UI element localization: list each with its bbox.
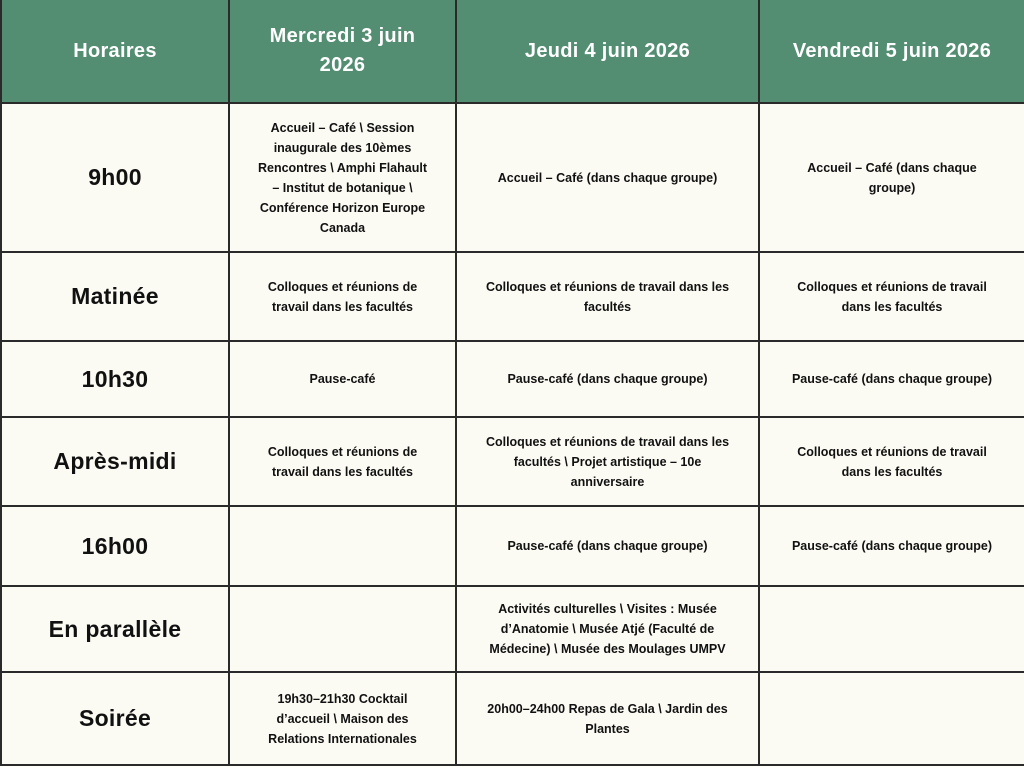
schedule-cell (758, 585, 1024, 673)
time-label: Après-midi (0, 416, 230, 507)
schedule-cell (758, 671, 1024, 766)
schedule-cell: Colloques et réunions de travail dans le… (228, 416, 457, 507)
schedule-cell: Accueil – Café \ Session inaugurale des … (228, 102, 457, 253)
schedule-cell: Accueil – Café (dans chaque groupe) (455, 102, 760, 253)
table-row-soiree: Soirée 19h30–21h30 Cocktail d’accueil \ … (0, 671, 1024, 766)
table-row-16h00: 16h00 Pause-café (dans chaque groupe) Pa… (0, 505, 1024, 587)
table-row-matinee: Matinée Colloques et réunions de travail… (0, 251, 1024, 342)
time-label: 9h00 (0, 102, 230, 253)
schedule-cell: Pause-café (dans chaque groupe) (455, 505, 760, 587)
column-header-vendredi: Vendredi 5 juin 2026 (758, 0, 1024, 104)
column-header-mercredi: Mercredi 3 juin 2026 (228, 0, 457, 104)
table-row-apres-midi: Après-midi Colloques et réunions de trav… (0, 416, 1024, 507)
schedule-cell (228, 585, 457, 673)
schedule-cell: Colloques et réunions de travail dans le… (455, 251, 760, 342)
schedule-cell: Pause-café (dans chaque groupe) (758, 340, 1024, 418)
schedule-cell: Colloques et réunions de travail dans le… (758, 416, 1024, 507)
time-label: Matinée (0, 251, 230, 342)
schedule-cell: 20h00–24h00 Repas de Gala \ Jardin des P… (455, 671, 760, 766)
schedule-cell: Colloques et réunions de travail dans le… (758, 251, 1024, 342)
schedule-cell: Activités culturelles \ Visites : Musée … (455, 585, 760, 673)
time-label: Soirée (0, 671, 230, 766)
time-label: 10h30 (0, 340, 230, 418)
column-header-horaires: Horaires (0, 0, 230, 104)
table-header-row: Horaires Mercredi 3 juin 2026 Jeudi 4 ju… (0, 0, 1024, 104)
column-header-jeudi: Jeudi 4 juin 2026 (455, 0, 760, 104)
time-label: 16h00 (0, 505, 230, 587)
table-row-9h00: 9h00 Accueil – Café \ Session inaugurale… (0, 102, 1024, 253)
time-label: En parallèle (0, 585, 230, 673)
table-row-en-parallele: En parallèle Activités culturelles \ Vis… (0, 585, 1024, 673)
schedule-cell: 19h30–21h30 Cocktail d’accueil \ Maison … (228, 671, 457, 766)
schedule-cell: Colloques et réunions de travail dans le… (228, 251, 457, 342)
schedule-cell: Colloques et réunions de travail dans le… (455, 416, 760, 507)
schedule-cell: Pause-café (dans chaque groupe) (455, 340, 760, 418)
schedule-cell: Pause-café (dans chaque groupe) (758, 505, 1024, 587)
table-row-10h30: 10h30 Pause-café Pause-café (dans chaque… (0, 340, 1024, 418)
schedule-cell (228, 505, 457, 587)
schedule-cell: Pause-café (228, 340, 457, 418)
schedule-cell: Accueil – Café (dans chaque groupe) (758, 102, 1024, 253)
